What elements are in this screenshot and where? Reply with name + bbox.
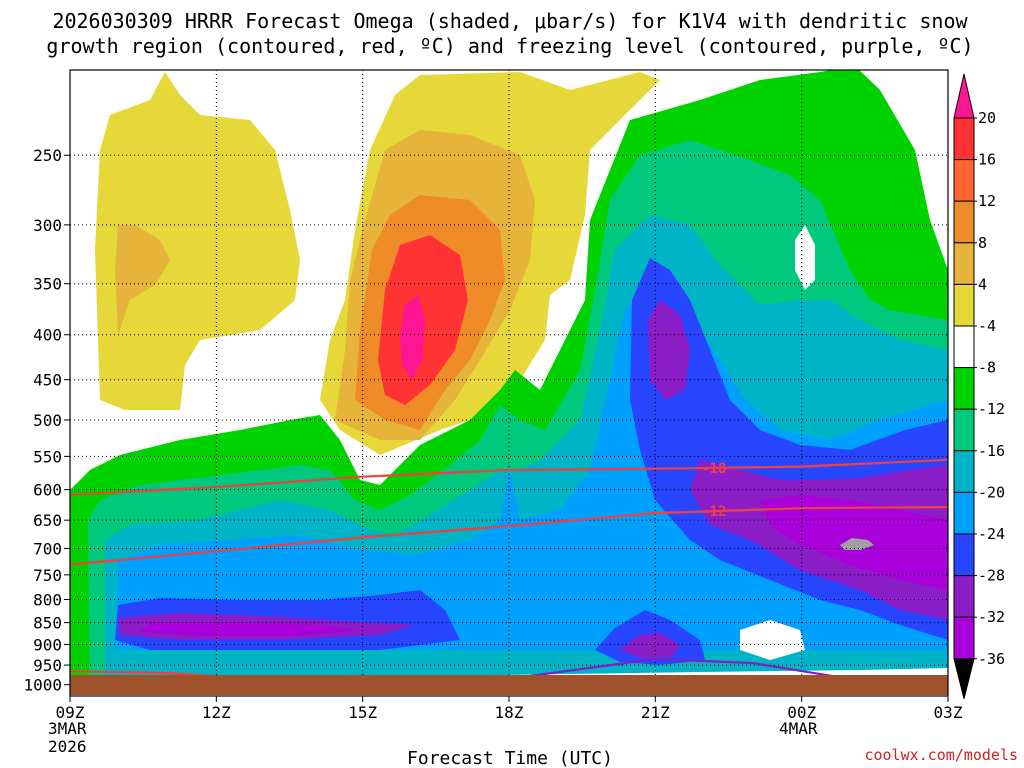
y-tick-label: 400 [33,326,62,345]
y-tick-label: 750 [33,566,62,585]
chart-title-line1: 2026030309 HRRR Forecast Omega (shaded, … [52,9,968,33]
colorbar-arrow-bottom [953,658,975,699]
colorbar-label: 20 [978,109,996,127]
y-tick-label: 700 [33,539,62,558]
omega-region-low-32 [140,622,360,636]
colorbar-label: -32 [978,608,1005,626]
x-axis-label: Forecast Time (UTC) [407,748,613,768]
colorbar-swatch [953,242,975,285]
x-tick-label: 09Z [56,703,85,722]
temperature-contours: -18 -12 [70,458,948,680]
x-date-mid-day: 4MAR [779,719,818,738]
x-date-start-year: 2026 [48,737,87,756]
omega-region-upper-20 [400,295,425,380]
colorbar-swatch [953,325,975,369]
colorbar-swatch [953,283,975,327]
colorbar-swatch [953,450,975,493]
colorbar-label: 8 [978,234,987,252]
colorbar-swatch [953,200,975,244]
colorbar: 20 16 12 8 4 -4 -8 -12 -16 -20 -24 -28 -32 -36 [953,73,1005,699]
colorbar-swatch [953,159,975,202]
colorbar-swatch [953,575,975,618]
omega-region-ascent-28-upper [648,300,690,400]
omega-region-early-descent [95,72,300,410]
colorbar-label: -16 [978,442,1005,460]
y-tick-label: 350 [33,275,62,294]
contour-line [508,657,851,680]
x-tick-label: 15Z [348,703,377,722]
omega-region-near-sfc-28 [620,633,680,658]
colorbar-label: -20 [978,483,1005,501]
y-tick-label: 500 [33,411,62,430]
omega-region-white-hole-1 [795,225,815,290]
colorbar-label: -36 [978,650,1005,668]
y-tick-label: 800 [33,590,62,609]
y-tick-label: 250 [33,146,62,165]
y-tick-label: 650 [33,511,62,530]
y-tick-label: 550 [33,447,62,466]
omega-region-early-max [115,225,170,335]
y-axis-ticks: 250 300 350 400 450 500 550 600 650 700 750 800 850 9… [23,146,70,695]
colorbar-swatch [953,408,975,452]
colorbar-label: 4 [978,275,987,293]
colorbar-label: -24 [978,525,1005,543]
credit-text: coolwx.com/models [864,746,1018,764]
y-tick-label: 850 [33,614,62,633]
y-tick-label: 950 [33,656,62,675]
colorbar-label: -4 [978,317,996,335]
contour-label: -18 [701,461,726,477]
y-tick-label: 1000 [23,676,62,695]
colorbar-label: 16 [978,151,996,169]
colorbar-label: -12 [978,400,1005,418]
y-tick-label: 300 [33,216,62,235]
colorbar-swatch [953,491,975,535]
colorbar-arrow-top [953,73,975,119]
omega-region-white-hole-2 [740,620,805,660]
x-tick-label: 21Z [641,703,670,722]
colorbar-label: -28 [978,567,1005,585]
y-tick-label: 450 [33,371,62,390]
x-axis-ticks: 09Z 12Z 15Z 18Z 21Z 00Z 03Z [56,696,963,722]
omega-region-ascent-36 [840,538,874,550]
colorbar-swatch [953,367,975,410]
x-tick-label: 03Z [934,703,963,722]
omega-shaded-field [70,70,948,696]
ground-surface [70,675,948,695]
contour-line [70,505,948,566]
contour-label: -12 [701,504,726,520]
colorbar-swatch [953,117,975,161]
x-tick-label: 12Z [202,703,231,722]
contour-line [70,458,948,496]
colorbar-label: 12 [978,192,996,210]
colorbar-swatch [953,616,975,660]
y-tick-label: 900 [33,635,62,654]
x-date-start-day: 3MAR [48,719,87,738]
x-tick-label: 18Z [495,703,524,722]
colorbar-label: -8 [978,359,996,377]
plot-frame [69,69,949,697]
colorbar-swatch [953,533,975,577]
y-tick-label: 600 [33,481,62,500]
chart-title-line2: growth region (contoured, red, ºC) and f… [46,34,973,58]
x-tick-label: 00Z [787,703,816,722]
